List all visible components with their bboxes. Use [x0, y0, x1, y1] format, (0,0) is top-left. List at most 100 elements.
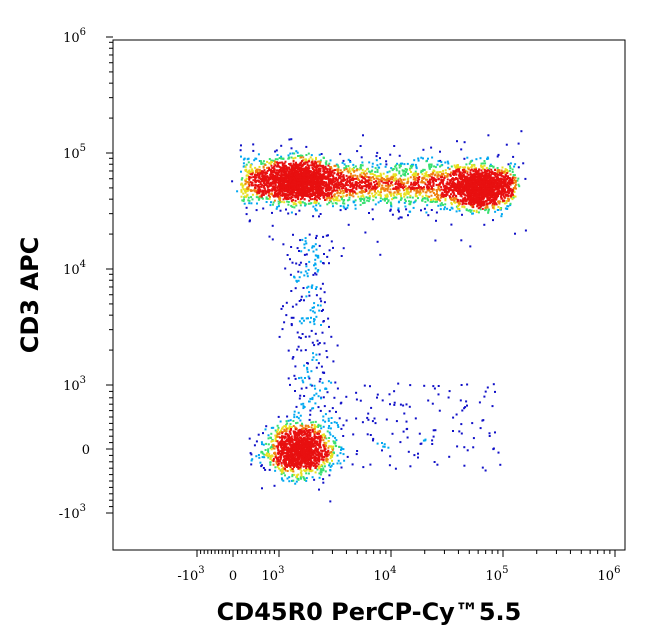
scatter-point: [295, 262, 298, 265]
scatter-point: [326, 391, 329, 394]
scatter-point: [278, 193, 281, 196]
scatter-point: [289, 460, 292, 463]
scatter-point: [506, 193, 509, 196]
scatter-point: [444, 169, 447, 172]
scatter-point: [459, 184, 462, 187]
scatter-point: [405, 187, 408, 190]
scatter-point: [354, 165, 357, 168]
scatter-point: [306, 371, 309, 373]
scatter-point: [321, 381, 324, 384]
scatter-point: [325, 184, 328, 187]
scatter-point: [497, 176, 499, 179]
scatter-point: [342, 424, 345, 427]
scatter-point: [315, 248, 318, 251]
scatter-point: [411, 165, 414, 168]
scatter-point: [300, 322, 303, 325]
scatter-point: [384, 189, 387, 192]
scatter-point: [332, 197, 335, 200]
scatter-point: [343, 185, 346, 188]
scatter-point: [300, 195, 303, 198]
scatter-point: [319, 170, 322, 173]
scatter-point: [301, 422, 303, 425]
scatter-point: [416, 191, 419, 194]
scatter-point: [374, 185, 377, 188]
scatter-point: [292, 470, 295, 473]
scatter-point: [419, 190, 422, 193]
scatter-point: [331, 454, 334, 457]
scatter-point: [414, 184, 417, 187]
scatter-point: [440, 202, 443, 205]
scatter-point: [372, 176, 374, 179]
scatter-point: [248, 178, 251, 181]
scatter-point: [337, 181, 340, 184]
scatter-point: [336, 170, 339, 173]
scatter-point: [291, 467, 294, 470]
scatter-point: [337, 168, 340, 171]
scatter-point: [334, 198, 337, 201]
scatter-point: [270, 201, 272, 204]
scatter-point: [266, 175, 269, 178]
scatter-point: [323, 301, 326, 304]
scatter-point: [253, 159, 256, 162]
scatter-point: [308, 469, 311, 472]
scatter-point: [260, 163, 263, 165]
scatter-point: [503, 190, 506, 193]
scatter-point: [312, 438, 315, 441]
scatter-point: [461, 174, 464, 177]
scatter-point: [274, 158, 277, 161]
scatter-point: [313, 200, 316, 203]
scatter-point: [315, 165, 317, 168]
scatter-point: [314, 465, 317, 468]
scatter-point: [307, 425, 310, 428]
scatter-point: [313, 455, 316, 458]
scatter-point: [484, 469, 487, 472]
scatter-point: [351, 175, 354, 178]
scatter-point: [428, 189, 431, 192]
scatter-point: [351, 184, 354, 187]
scatter-point: [371, 165, 374, 168]
scatter-point: [283, 321, 286, 324]
scatter-point: [260, 172, 263, 175]
scatter-point: [276, 154, 279, 156]
scatter-point: [364, 170, 367, 173]
scatter-point: [254, 179, 257, 182]
scatter-point: [417, 197, 419, 200]
scatter-point: [277, 460, 280, 463]
scatter-point: [298, 209, 301, 212]
scatter-point: [385, 163, 388, 166]
scatter-point: [497, 205, 500, 208]
scatter-point: [272, 463, 275, 466]
scatter-point: [272, 459, 275, 462]
scatter-point: [280, 172, 283, 175]
scatter-point: [272, 173, 275, 176]
scatter-point: [261, 189, 264, 192]
scatter-point: [414, 170, 417, 173]
scatter-point: [439, 174, 442, 177]
scatter-point: [308, 418, 311, 421]
scatter-point: [260, 160, 262, 163]
scatter-point: [454, 170, 457, 172]
scatter-point: [508, 177, 511, 179]
scatter-point: [280, 449, 283, 452]
scatter-point: [325, 350, 328, 352]
scatter-point: [406, 427, 409, 430]
scatter-point: [509, 187, 512, 190]
scatter-point: [327, 189, 330, 192]
scatter-point: [434, 429, 437, 432]
scatter-point: [267, 449, 270, 452]
scatter-point: [289, 162, 292, 165]
scatter-point: [285, 197, 288, 200]
scatter-point: [327, 164, 330, 167]
scatter-point: [293, 413, 296, 416]
scatter-point: [324, 199, 326, 201]
scatter-point: [473, 164, 476, 167]
scatter-point: [483, 202, 486, 205]
scatter-point: [292, 166, 295, 169]
scatter-point: [424, 200, 427, 203]
scatter-point: [283, 188, 285, 191]
scatter-point: [460, 174, 462, 177]
scatter-point: [347, 223, 350, 226]
scatter-point: [300, 298, 303, 301]
scatter-point: [514, 186, 516, 189]
scatter-point: [497, 195, 500, 198]
